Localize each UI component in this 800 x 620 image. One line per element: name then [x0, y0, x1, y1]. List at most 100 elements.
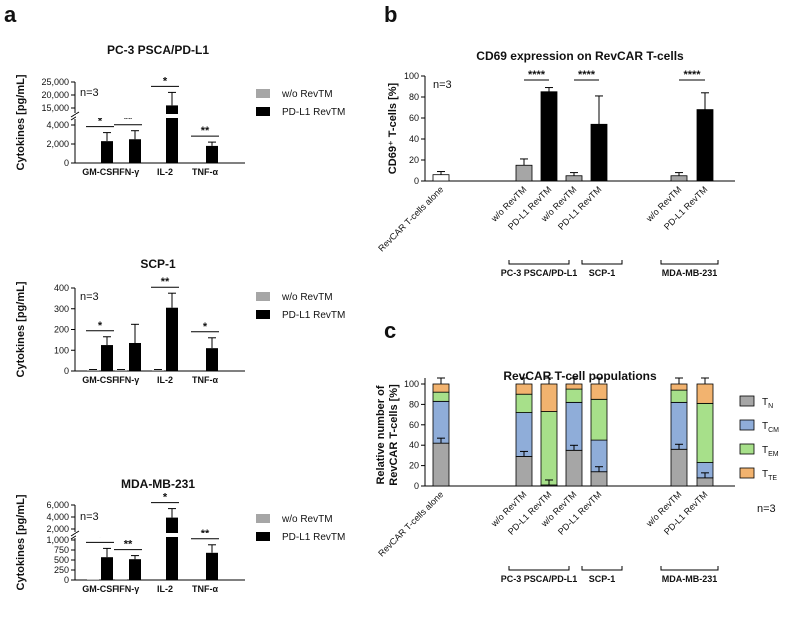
stacked-segment-tte	[590, 383, 608, 400]
legend-swatch-pd-l1-revtm	[256, 107, 270, 116]
group-bracket	[660, 566, 719, 571]
bar-pd-l1-revtm	[166, 517, 178, 580]
y-tick-label: 100	[54, 345, 69, 355]
chart-title: RevCAR T-cell populations	[503, 369, 657, 383]
x-category-label: TNF-α	[192, 167, 218, 177]
y-tick-label: 4,000	[46, 120, 69, 130]
group-bracket	[581, 260, 623, 265]
bar	[590, 123, 608, 182]
stacked-segment-tte	[565, 383, 583, 390]
x-category-label: TNF-α	[192, 375, 218, 385]
legend-swatch-n	[739, 395, 755, 407]
stacked-segment-tem	[540, 411, 558, 486]
y-tick-label: 20	[409, 155, 419, 165]
stacked-segment-tn	[670, 448, 688, 487]
y-tick-label: 0	[64, 158, 69, 168]
y-tick-label: 250	[54, 565, 69, 575]
group-bracket	[660, 260, 719, 265]
panel-label-b: b	[384, 2, 397, 27]
significance-marker: **	[124, 114, 133, 126]
group-label: MDA-MB-231	[662, 268, 718, 278]
bar-pd-l1-revtm	[206, 552, 218, 580]
x-category-label: TNF-α	[192, 584, 218, 594]
x-category-label: IFN-γ	[117, 375, 140, 385]
x-category-label: GM-CSF	[82, 584, 118, 594]
x-category-label: IFN-γ	[117, 167, 140, 177]
stacked-segment-tte	[432, 383, 450, 393]
significance-marker: *	[163, 75, 168, 87]
significance-marker: *	[203, 321, 208, 333]
stacked-segment-tcm	[565, 401, 583, 451]
stacked-segment-tem	[590, 398, 608, 441]
legend-swatch-pd-l1-revtm	[256, 532, 270, 541]
legend-label-cm: TCM	[762, 421, 779, 434]
y-tick-label: 0	[64, 366, 69, 376]
y-tick-label: 6,000	[46, 500, 69, 510]
stacked-segment-tem	[432, 391, 450, 402]
significance-marker: ****	[683, 69, 701, 81]
group-label: PC-3 PSCA/PD-L1	[501, 268, 578, 278]
bar-wo-revtm	[115, 369, 127, 371]
significance-marker: **	[161, 276, 170, 288]
bar-wo-revtm	[152, 369, 164, 371]
stacked-segment-tcm	[670, 401, 688, 450]
legend-swatch-pd-l1-revtm	[256, 310, 270, 319]
y-tick-label: 300	[54, 304, 69, 314]
x-category-label: IL-2	[157, 584, 173, 594]
bar	[432, 174, 450, 182]
panel-label-c: c	[384, 318, 396, 343]
significance-marker: *	[98, 116, 103, 128]
bar-pd-l1-revtm	[166, 307, 178, 371]
y-tick-label: 100	[404, 71, 419, 81]
y-tick-label: 20,000	[41, 90, 69, 100]
legend-swatch-wo-revtm	[256, 292, 270, 301]
bar-wo-revtm	[87, 369, 99, 371]
bar	[696, 109, 714, 182]
y-tick-label: 0	[64, 575, 69, 585]
bar-pd-l1-revtm	[129, 139, 141, 163]
stacked-segment-tem	[515, 393, 533, 413]
y-tick-label: 40	[409, 134, 419, 144]
bar-pd-l1-revtm	[166, 105, 178, 163]
y-tick-label: 60	[409, 420, 419, 430]
legend-swatch-wo-revtm	[256, 514, 270, 523]
y-tick-label: 200	[54, 325, 69, 335]
n-label: n=3	[80, 511, 99, 523]
x-category-label: RevCAR T-cells alone	[376, 184, 445, 253]
chart-title: PC-3 PSCA/PD-L1	[107, 43, 209, 57]
axis-break-gap	[76, 533, 246, 537]
axis-break-mark	[70, 111, 80, 118]
y-axis-label: Relative number of	[375, 385, 387, 484]
y-tick-label: 500	[54, 555, 69, 565]
legend-swatch-wo-revtm	[256, 89, 270, 98]
stacked-segment-tte	[540, 383, 558, 412]
stacked-segment-tcm	[432, 400, 450, 444]
bar-pd-l1-revtm	[101, 557, 113, 580]
significance-marker: *	[98, 320, 103, 332]
group-label: SCP-1	[589, 574, 616, 584]
stacked-segment-tte	[670, 383, 688, 391]
x-category-label: IL-2	[157, 167, 173, 177]
bar-pd-l1-revtm	[101, 345, 113, 371]
y-tick-label: 20	[409, 461, 419, 471]
stacked-segment-tn	[696, 477, 714, 487]
bar	[540, 91, 558, 182]
y-tick-label: 40	[409, 440, 419, 450]
y-tick-label: 0	[414, 176, 419, 186]
group-label: SCP-1	[589, 268, 616, 278]
significance-marker: *	[163, 492, 168, 504]
bar-pd-l1-revtm	[129, 342, 141, 371]
legend-label-em: TEM	[762, 445, 779, 458]
group-label: PC-3 PSCA/PD-L1	[501, 574, 578, 584]
significance-marker: *	[98, 531, 103, 543]
y-tick-label: 400	[54, 283, 69, 293]
bar-pd-l1-revtm	[206, 145, 218, 163]
stacked-segment-tcm	[515, 412, 533, 457]
legend-label-te: TTE	[762, 469, 777, 482]
stacked-segment-tte	[515, 383, 533, 395]
y-tick-label: 0	[414, 481, 419, 491]
legend-swatch-te	[739, 467, 755, 479]
group-bracket	[581, 566, 623, 571]
n-label: n=3	[80, 87, 99, 99]
